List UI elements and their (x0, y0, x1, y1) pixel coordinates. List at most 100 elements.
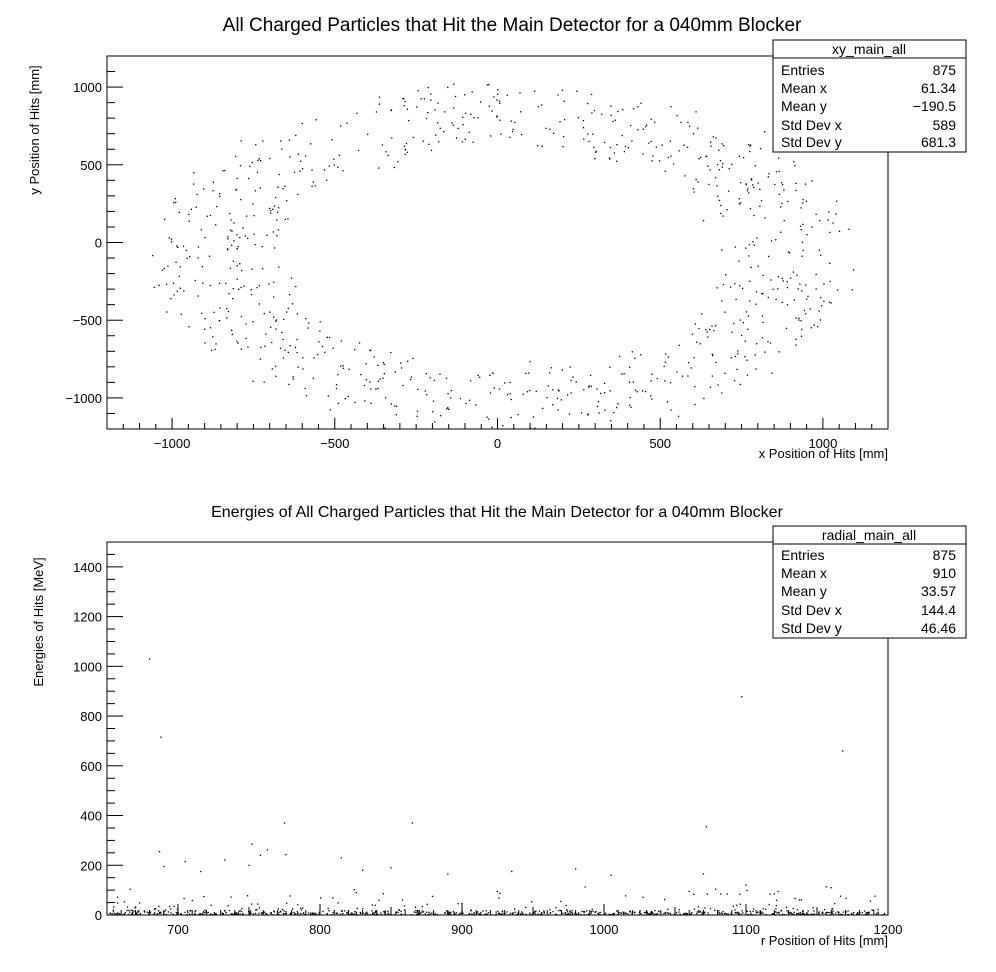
bottom-scatter-point (538, 910, 541, 912)
bottom-scatter-point (578, 912, 580, 914)
top-scatter-point (435, 134, 437, 136)
top-scatter-point (432, 400, 435, 402)
bottom-scatter-point (390, 913, 393, 916)
top-scatter-point (170, 241, 173, 243)
top-scatter-point (390, 109, 392, 112)
top-scatter-point (683, 144, 685, 146)
top-scatter-point (473, 116, 475, 119)
top-scatter-point (406, 151, 409, 153)
bottom-scatter-point (375, 910, 377, 912)
bottom-scatter-point (726, 893, 728, 895)
bottom-scatter-point (419, 912, 422, 914)
top-scatter-point (801, 328, 803, 331)
bottom-scatter-point (599, 911, 601, 914)
bottom-scatter-point (623, 913, 625, 915)
top-scatter-point (748, 192, 750, 194)
top-scatter-point (296, 351, 298, 354)
top-scatter-point (591, 112, 593, 114)
top-scatter-point (718, 169, 721, 171)
top-scatter-point (632, 381, 634, 383)
bottom-scatter-point (255, 909, 257, 911)
bottom-scatter-point (627, 914, 629, 916)
bottom-scatter-point (531, 913, 533, 915)
top-scatter-point (201, 265, 204, 268)
top-scatter-point (629, 404, 631, 406)
bottom-scatter-point (315, 913, 317, 915)
bottom-scatter-point (794, 897, 796, 900)
top-x-axis-label: x Position of Hits [mm] (759, 446, 888, 461)
top-scatter-point (835, 213, 837, 215)
top-scatter-point (761, 293, 763, 295)
top-scatter-point (437, 141, 440, 143)
top-scatter-point (752, 240, 754, 243)
bottom-scatter-point (452, 911, 455, 913)
bottom-scatter-point (300, 909, 302, 911)
top-scatter-point (437, 102, 439, 104)
bottom-scatter-point (841, 914, 844, 916)
top-scatter-point (321, 345, 324, 348)
bottom-scatter-point (718, 912, 720, 914)
top-scatter-point (230, 219, 232, 221)
top-scatter-point (342, 367, 344, 369)
bottom-scatter-point (534, 910, 536, 913)
top-scatter-point (183, 290, 185, 292)
top-scatter-point (601, 113, 603, 115)
top-scatter-point (423, 98, 425, 100)
top-scatter-point (764, 131, 766, 133)
top-scatter-point (300, 160, 302, 162)
top-scatter-point (461, 141, 464, 143)
bottom-scatter-point (431, 912, 433, 914)
top-scatter-point (275, 319, 278, 321)
bottom-scatter-point (470, 910, 472, 912)
bottom-scatter-point (189, 910, 191, 912)
bottom-scatter-point (331, 914, 333, 916)
bottom-scatter-point (497, 912, 500, 914)
top-scatter-point (580, 412, 583, 414)
top-scatter-point (749, 207, 752, 210)
top-stats-frame (772, 39, 967, 153)
top-scatter-point (664, 380, 666, 382)
top-x-tick-label: 500 (649, 436, 671, 451)
bottom-y-tick-label: 200 (80, 858, 102, 873)
bottom-scatter-point (639, 913, 641, 915)
bottom-scatter-point (845, 911, 848, 913)
top-scatter-point (793, 161, 795, 163)
bottom-scatter-point (131, 914, 133, 916)
bottom-scatter-point (741, 696, 743, 698)
top-scatter-point (570, 392, 572, 394)
bottom-scatter-point (373, 913, 375, 915)
bottom-scatter-point (236, 914, 239, 916)
bottom-scatter-point (498, 897, 500, 899)
top-scatter-point (492, 372, 494, 374)
top-scatter-point (457, 127, 459, 130)
bottom-scatter-point (517, 912, 519, 914)
top-scatter-point (678, 150, 680, 152)
bottom-scatter-point (579, 914, 582, 916)
top-scatter-point (377, 380, 380, 382)
top-scatter-point (258, 158, 260, 160)
top-scatter-point (829, 231, 831, 234)
top-scatter-point (645, 124, 648, 126)
bottom-scatter-point (618, 912, 620, 914)
bottom-scatter-point (581, 910, 583, 913)
bottom-scatter-point (719, 913, 721, 915)
top-scatter-point (692, 133, 695, 135)
bottom-scatter-point (803, 913, 806, 915)
bottom-scatter-point (825, 914, 827, 916)
bottom-scatter-point (230, 896, 232, 898)
bottom-scatter-point (751, 914, 753, 916)
top-scatter-point (323, 169, 326, 171)
top-scatter-point (469, 380, 472, 382)
top-scatter-point (432, 410, 434, 413)
bottom-scatter-point (374, 911, 376, 914)
bottom-scatter-point (246, 895, 249, 897)
top-scatter-point (381, 144, 384, 146)
top-scatter-point (718, 199, 721, 202)
bottom-scatter-point (818, 913, 820, 916)
bottom-scatter-point (699, 911, 701, 913)
top-scatter-point (655, 146, 658, 148)
bottom-scatter-point (768, 903, 770, 906)
bottom-scatter-point (842, 911, 844, 913)
top-scatter-point (332, 347, 334, 349)
